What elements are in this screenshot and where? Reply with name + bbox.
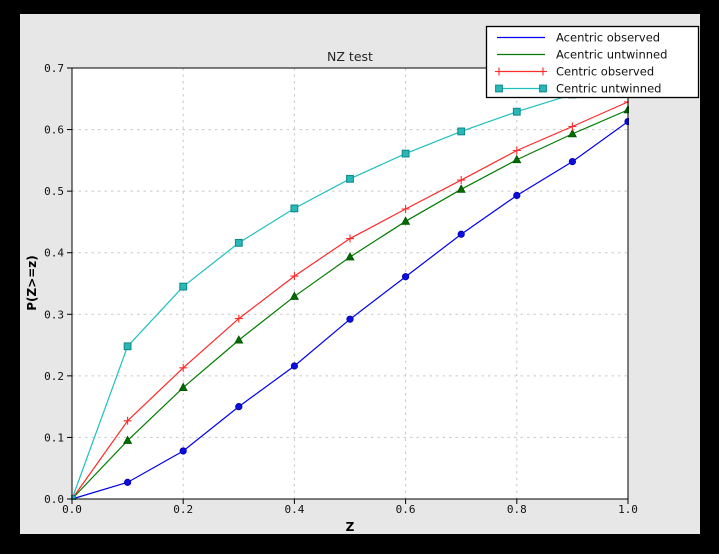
marker-triangle	[345, 251, 355, 261]
marker-square	[401, 149, 410, 158]
chart-title: NZ test	[327, 49, 373, 64]
marker-square	[123, 342, 132, 351]
marker-square	[346, 174, 354, 183]
marker-circle	[179, 447, 187, 455]
legend: Acentric observed Acentric untwinned Centr…	[485, 25, 700, 99]
x-tick-label: 0.8	[507, 503, 527, 516]
x-tick-label: 0.2	[173, 503, 193, 516]
marker-square	[457, 127, 466, 136]
y-axis-label: P(Z>=z)	[25, 255, 39, 311]
legend-entry: Acentric observed	[497, 31, 660, 45]
series-centric-observed	[71, 97, 629, 500]
plot-border	[71, 67, 629, 500]
marker-square	[539, 84, 547, 93]
gridlines	[72, 68, 628, 499]
marker-circle	[513, 191, 521, 200]
x-tick-label: 0.4	[284, 503, 304, 516]
marker-triangle	[401, 216, 411, 225]
x-tick-label: 0.0	[62, 503, 82, 516]
marker-triangle	[456, 184, 466, 193]
marker-plus	[457, 176, 466, 185]
y-tick-label: 0.5	[44, 185, 64, 198]
series-acentric-observed	[71, 117, 629, 500]
marker-square	[495, 84, 503, 93]
legend-label: Centric observed	[556, 65, 654, 79]
marker-circle	[124, 478, 132, 486]
marker-square	[512, 107, 521, 116]
marker-plus	[495, 67, 503, 76]
y-tick-label: 0.1	[44, 431, 64, 444]
marker-circle	[346, 315, 354, 323]
marker-square	[179, 282, 188, 291]
marker-triangle	[289, 291, 299, 300]
axes-and-ticks: 0.0 0.2 0.4 0.6 0.8 1.0 0.0 0.1 0.2 0.3 0.4 0.5 0.6 0…	[44, 62, 638, 516]
marker-plus	[179, 363, 188, 372]
marker-plus	[234, 314, 243, 323]
marker-circle	[235, 403, 243, 411]
legend-box	[485, 25, 700, 99]
marker-plus	[568, 122, 577, 131]
marker-triangle	[123, 435, 133, 444]
marker-circle	[290, 362, 298, 370]
marker-plus	[512, 146, 521, 155]
legend-entry: Centric observed	[495, 65, 654, 79]
marker-plus	[123, 416, 132, 425]
y-tick-label: 0.7	[44, 62, 64, 75]
marker-circle	[457, 230, 465, 238]
marker-square	[234, 238, 243, 247]
x-tick-label: 1.0	[618, 503, 638, 516]
marker-plus	[346, 234, 354, 243]
marker-circle	[401, 273, 410, 281]
y-tick-label: 0.2	[44, 370, 64, 383]
y-tick-label: 0.6	[44, 124, 64, 137]
marker-square	[290, 204, 299, 213]
marker-plus	[539, 67, 547, 76]
marker-triangle	[178, 382, 188, 391]
y-tick-label: 0.0	[44, 493, 64, 506]
plot-area	[72, 68, 628, 499]
x-axis-label: Z	[346, 520, 355, 534]
marker-plus	[401, 204, 410, 213]
legend-entry: Centric untwinned	[495, 82, 661, 96]
marker-circle	[568, 157, 577, 166]
x-tick-label: 0.6	[396, 503, 416, 516]
marker-triangle	[512, 154, 522, 164]
marker-plus	[290, 272, 299, 281]
marker-triangle	[567, 128, 577, 138]
legend-label: Acentric observed	[556, 31, 660, 45]
legend-label: Acentric untwinned	[556, 48, 667, 62]
legend-label: Centric untwinned	[556, 82, 661, 96]
legend-entry: Acentric untwinned	[497, 48, 667, 62]
y-tick-label: 0.4	[44, 247, 64, 260]
data-series	[71, 74, 629, 500]
marker-triangle	[234, 335, 244, 344]
y-tick-label: 0.3	[44, 308, 64, 321]
chart-background	[20, 14, 700, 534]
